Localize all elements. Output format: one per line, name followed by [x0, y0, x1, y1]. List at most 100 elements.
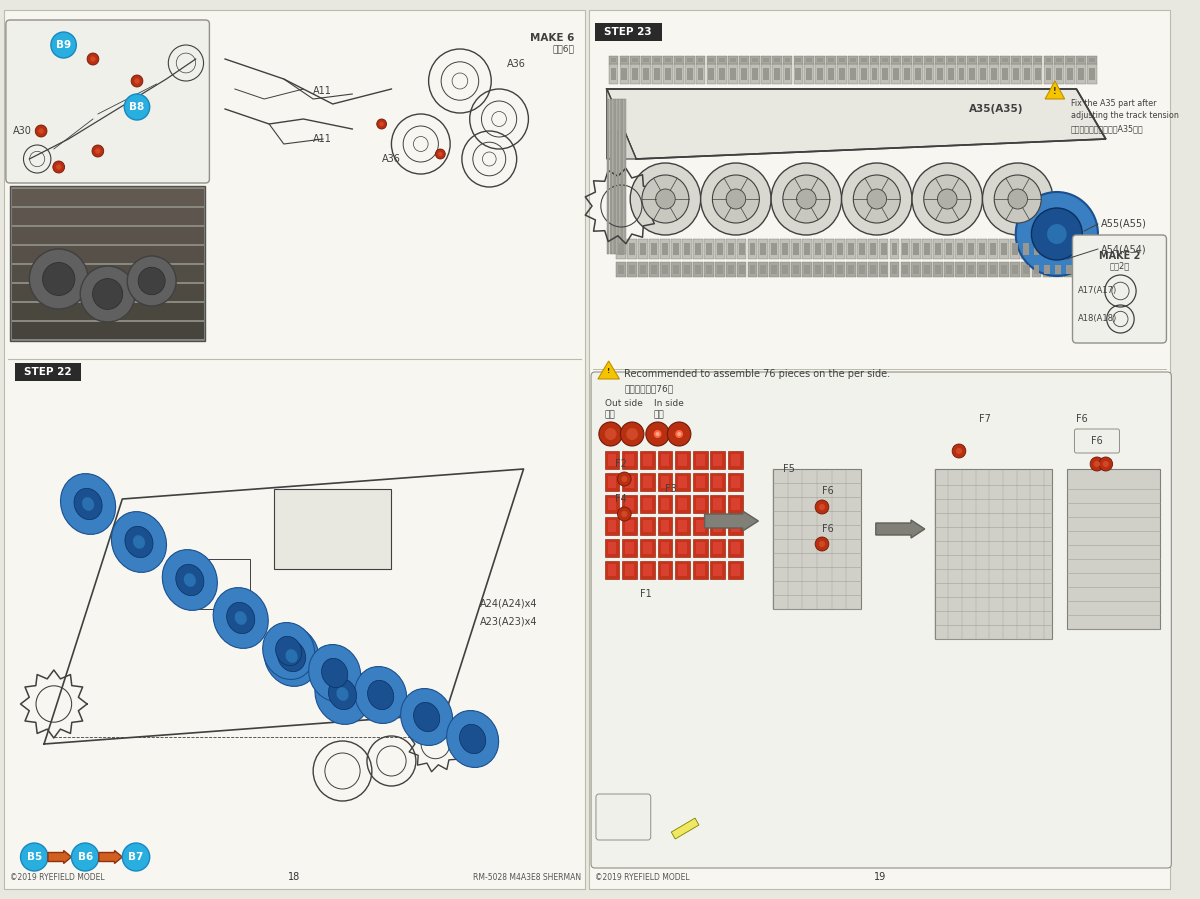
- Text: F1: F1: [640, 589, 652, 599]
- Circle shape: [713, 175, 760, 223]
- Ellipse shape: [329, 679, 356, 709]
- Ellipse shape: [322, 658, 348, 688]
- Text: A11: A11: [313, 134, 332, 144]
- Bar: [1013, 58, 1019, 62]
- Bar: [12, 246, 204, 263]
- Bar: [613, 99, 614, 254]
- Text: Fix the A35 part after
adjusting the track tension
调节履带松紧后再固定A35零件: Fix the A35 part after adjusting the tra…: [1070, 99, 1178, 133]
- Bar: [1000, 64, 1010, 84]
- Bar: [708, 58, 714, 62]
- Bar: [1054, 262, 1063, 277]
- Bar: [713, 476, 722, 488]
- Bar: [618, 99, 619, 254]
- Bar: [628, 262, 637, 277]
- Bar: [641, 243, 647, 255]
- Bar: [1033, 64, 1043, 84]
- Bar: [649, 262, 659, 277]
- Bar: [697, 58, 703, 62]
- Bar: [676, 495, 690, 513]
- Bar: [678, 454, 686, 466]
- Bar: [731, 476, 739, 488]
- Bar: [10, 186, 205, 341]
- Bar: [1002, 58, 1008, 62]
- Text: F4: F4: [614, 494, 626, 504]
- Ellipse shape: [277, 640, 306, 672]
- Circle shape: [1090, 457, 1104, 471]
- Bar: [652, 243, 658, 255]
- Bar: [796, 58, 802, 62]
- Bar: [848, 243, 853, 255]
- Bar: [785, 68, 791, 80]
- Circle shape: [815, 500, 829, 514]
- Bar: [630, 64, 640, 84]
- Bar: [870, 56, 880, 64]
- Text: F6: F6: [822, 486, 834, 496]
- Bar: [848, 64, 858, 84]
- Bar: [836, 64, 847, 84]
- Bar: [678, 520, 686, 532]
- Bar: [728, 495, 743, 513]
- Bar: [4, 10, 586, 889]
- Bar: [1056, 243, 1061, 255]
- Bar: [12, 227, 204, 244]
- Bar: [848, 56, 858, 64]
- Circle shape: [95, 148, 101, 154]
- Ellipse shape: [401, 689, 452, 745]
- Bar: [1078, 265, 1084, 274]
- Ellipse shape: [263, 622, 314, 680]
- Bar: [836, 265, 842, 274]
- Bar: [664, 56, 673, 64]
- Bar: [878, 239, 888, 259]
- Bar: [793, 56, 803, 64]
- Bar: [900, 262, 911, 277]
- Bar: [737, 239, 746, 259]
- Bar: [924, 265, 930, 274]
- Bar: [1064, 239, 1074, 259]
- Bar: [748, 239, 757, 259]
- Text: F5: F5: [782, 464, 794, 474]
- Text: STEP 23: STEP 23: [605, 27, 652, 37]
- Bar: [782, 243, 788, 255]
- Circle shape: [90, 57, 96, 62]
- Bar: [713, 454, 722, 466]
- Bar: [815, 243, 821, 255]
- Circle shape: [35, 125, 47, 137]
- Bar: [605, 539, 619, 557]
- Text: ©2019 RYEFIELD MODEL: ©2019 RYEFIELD MODEL: [595, 873, 690, 882]
- Bar: [1033, 265, 1039, 274]
- Bar: [893, 68, 899, 80]
- Bar: [671, 239, 680, 259]
- Bar: [674, 56, 684, 64]
- Bar: [836, 243, 842, 255]
- Bar: [998, 239, 1009, 259]
- Bar: [804, 56, 814, 64]
- Bar: [935, 265, 941, 274]
- Circle shape: [912, 163, 983, 235]
- Bar: [605, 561, 619, 579]
- Bar: [619, 99, 620, 254]
- Bar: [828, 68, 834, 80]
- Bar: [1055, 64, 1064, 84]
- Bar: [772, 64, 781, 84]
- Bar: [989, 56, 1000, 64]
- Bar: [678, 564, 686, 576]
- Bar: [769, 239, 779, 259]
- Bar: [652, 64, 662, 84]
- Bar: [12, 208, 204, 225]
- Text: Recommended to assemble 76 pieces on the per side.: Recommended to assemble 76 pieces on the…: [624, 369, 890, 379]
- Bar: [804, 64, 814, 84]
- Bar: [676, 68, 682, 80]
- Bar: [608, 99, 610, 254]
- Bar: [1012, 265, 1018, 274]
- Circle shape: [618, 507, 631, 521]
- Bar: [692, 473, 708, 491]
- Bar: [617, 99, 618, 254]
- Bar: [706, 265, 712, 274]
- Bar: [857, 239, 866, 259]
- Circle shape: [50, 32, 77, 58]
- Bar: [652, 265, 658, 274]
- Circle shape: [80, 266, 136, 322]
- Bar: [882, 58, 888, 62]
- Text: A36: A36: [506, 59, 526, 69]
- Bar: [731, 58, 736, 62]
